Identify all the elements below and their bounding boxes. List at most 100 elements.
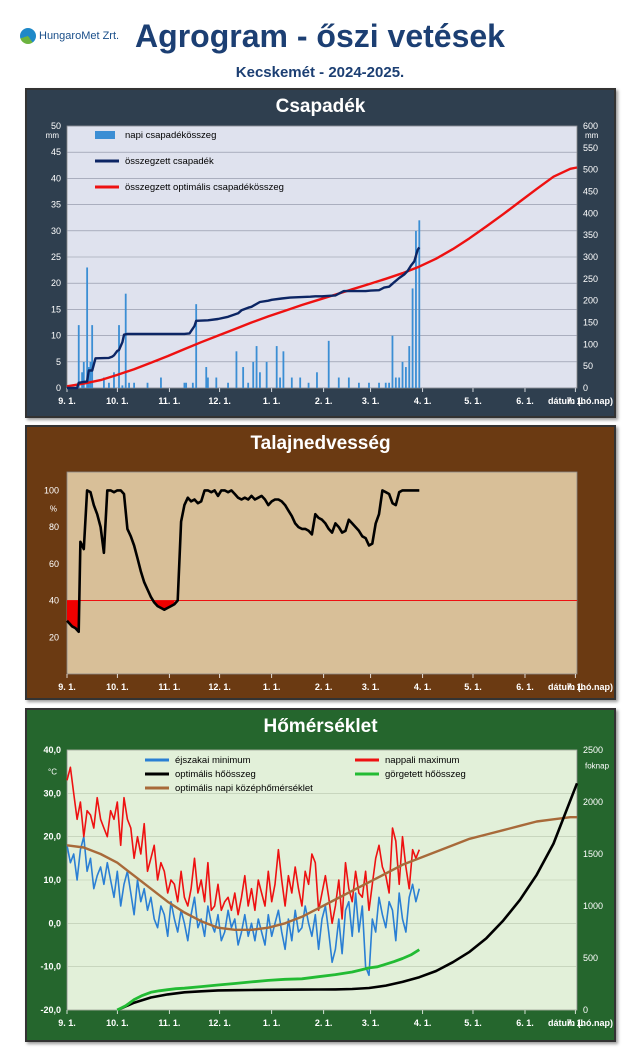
precip-bar xyxy=(235,351,238,388)
precip-bar xyxy=(378,382,380,388)
x-tick-label: 12. 1. xyxy=(208,396,231,406)
y-tick-label: 100 xyxy=(44,485,59,495)
precip-bar xyxy=(307,382,310,388)
logo-icon xyxy=(20,28,36,44)
precipitation-chart: 9. 1. 10. 1. 11. 1. 12. 1. 1. 1. 2. 1. 3. 1. 4.… xyxy=(46,121,613,406)
x-tick-label: 2. 1. xyxy=(315,682,333,692)
precip-bar xyxy=(279,377,281,388)
precip-bar xyxy=(394,377,397,388)
legend-daily-precip-swatch xyxy=(95,131,115,139)
x-tick-label: 11. 1. xyxy=(158,1018,180,1028)
precip-bar xyxy=(185,382,188,388)
y-tick-label: 20 xyxy=(49,632,59,642)
x-tick-label: 10. 1. xyxy=(106,1018,129,1028)
y-left-tick-label: 40,0 xyxy=(43,745,61,755)
plot-area xyxy=(66,471,578,675)
x-tick-label: 11. 1. xyxy=(158,682,180,692)
x-tick-label: 10. 1. xyxy=(106,396,129,406)
y-right-tick-label: 600 xyxy=(583,121,598,131)
precip-bar xyxy=(282,351,285,388)
y-left-unit: °C xyxy=(48,768,57,777)
hungaromet-logo: HungaroMet Zrt. xyxy=(20,28,119,44)
x-tick-label: 7. 1. xyxy=(567,1018,585,1028)
soil-moisture-chart: 9. 1. 10. 1. 11. 1. 12. 1. 1. 1. 2. 1. 3. 1. 4.… xyxy=(44,471,613,692)
precip-bar xyxy=(368,382,370,388)
precip-bar xyxy=(337,377,340,388)
y-left-tick-label: 30,0 xyxy=(43,788,61,798)
legend-day-maximum: nappali maximum xyxy=(385,755,460,766)
precip-bar xyxy=(128,382,130,388)
y-right-tick-label: 1500 xyxy=(583,849,603,859)
precip-bar xyxy=(103,377,105,388)
y-left-unit: mm xyxy=(46,131,60,140)
x-tick-label: 1. 1. xyxy=(263,1018,281,1028)
y-left-tick-label: 25 xyxy=(51,252,61,262)
x-tick-label: 10. 1. xyxy=(106,682,129,692)
precip-bar xyxy=(388,382,391,388)
x-tick-label: 6. 1. xyxy=(516,682,534,692)
y-left-tick-label: 30 xyxy=(51,226,61,236)
y-right-tick-label: 500 xyxy=(583,953,598,963)
x-axis-label: dátum (hó.nap) xyxy=(548,396,613,406)
precip-bar xyxy=(290,377,293,388)
precip-bar xyxy=(183,382,186,388)
x-tick-label: 12. 1. xyxy=(208,682,231,692)
legend-rolling-heat-sum: görgetett hőösszeg xyxy=(385,769,466,780)
x-tick-label: 5. 1. xyxy=(464,396,482,406)
precip-bar xyxy=(227,382,229,388)
precip-bar xyxy=(89,361,92,388)
y-left-tick-label: 10,0 xyxy=(43,875,61,885)
x-tick-label: 11. 1. xyxy=(158,396,180,406)
y-left-tick-label: -20,0 xyxy=(40,1005,61,1015)
precip-bar xyxy=(146,382,149,388)
y-left-tick-label: 35 xyxy=(51,200,61,210)
precipitation-panel: Csapadék 9. 1. 10. 1. 11. 1. 12. 1. 1. 1. 2. … xyxy=(25,88,616,418)
x-tick-label: 4. 1. xyxy=(414,396,432,406)
y-right-tick-label: 250 xyxy=(583,274,598,284)
precip-bar xyxy=(358,382,360,388)
y-tick-label: 80 xyxy=(49,522,59,532)
x-tick-label: 1. 1. xyxy=(263,682,281,692)
soil-moisture-title: Talajnedvesség xyxy=(250,433,391,454)
y-right-tick-label: 100 xyxy=(583,339,598,349)
y-tick-label: 40 xyxy=(49,596,59,606)
precip-bar xyxy=(77,325,80,388)
y-left-tick-label: 20,0 xyxy=(43,832,61,842)
y-right-tick-label: 200 xyxy=(583,296,598,306)
precip-bar xyxy=(408,346,411,388)
y-right-tick-label: 450 xyxy=(583,187,598,197)
optimal-precip-line xyxy=(66,166,578,388)
x-tick-label: 12. 1. xyxy=(208,1018,231,1028)
precip-bar xyxy=(81,372,83,388)
cumulative-precip-line xyxy=(67,246,421,390)
precip-bar xyxy=(160,377,162,388)
precip-bar xyxy=(347,377,350,388)
y-right-tick-label: 2500 xyxy=(583,745,603,755)
x-tick-label: 9. 1. xyxy=(58,396,76,406)
y-unit: % xyxy=(50,505,57,514)
precip-bar xyxy=(205,367,208,388)
temperature-panel: Hőmérséklet 9. 1. 10. 1. 11. 1. 12. 1. 1. 1.… xyxy=(25,708,616,1042)
x-axis-label: dátum (hó.nap) xyxy=(548,682,613,692)
precip-bar xyxy=(391,335,394,388)
precip-bar xyxy=(404,367,407,388)
day-maximum-line xyxy=(66,766,421,925)
precip-bar xyxy=(247,382,250,388)
soil-moisture-panel: Talajnedvesség 9. 1. 10. 1. 11. 1. 12. 1. 1.… xyxy=(25,425,616,700)
optimal-mean-temperature-line xyxy=(66,816,577,931)
y-left-tick-label: 0,0 xyxy=(48,918,61,928)
x-tick-label: 2. 1. xyxy=(315,396,333,406)
y-right-tick-label: 0 xyxy=(583,1005,588,1015)
x-tick-label: 6. 1. xyxy=(516,1018,534,1028)
precip-bar xyxy=(124,293,127,388)
precip-bar xyxy=(113,372,115,388)
page-subtitle: Kecskemét - 2024-2025. xyxy=(235,64,405,81)
precipitation-title: Csapadék xyxy=(275,96,366,117)
precip-bar xyxy=(418,220,421,388)
precip-bar xyxy=(401,361,404,388)
precip-bar xyxy=(207,377,209,388)
x-tick-label: 1. 1. xyxy=(263,396,281,406)
precip-bar xyxy=(118,325,120,388)
x-tick-label: 3. 1. xyxy=(362,682,380,692)
y-left-tick-label: 10 xyxy=(51,331,61,341)
